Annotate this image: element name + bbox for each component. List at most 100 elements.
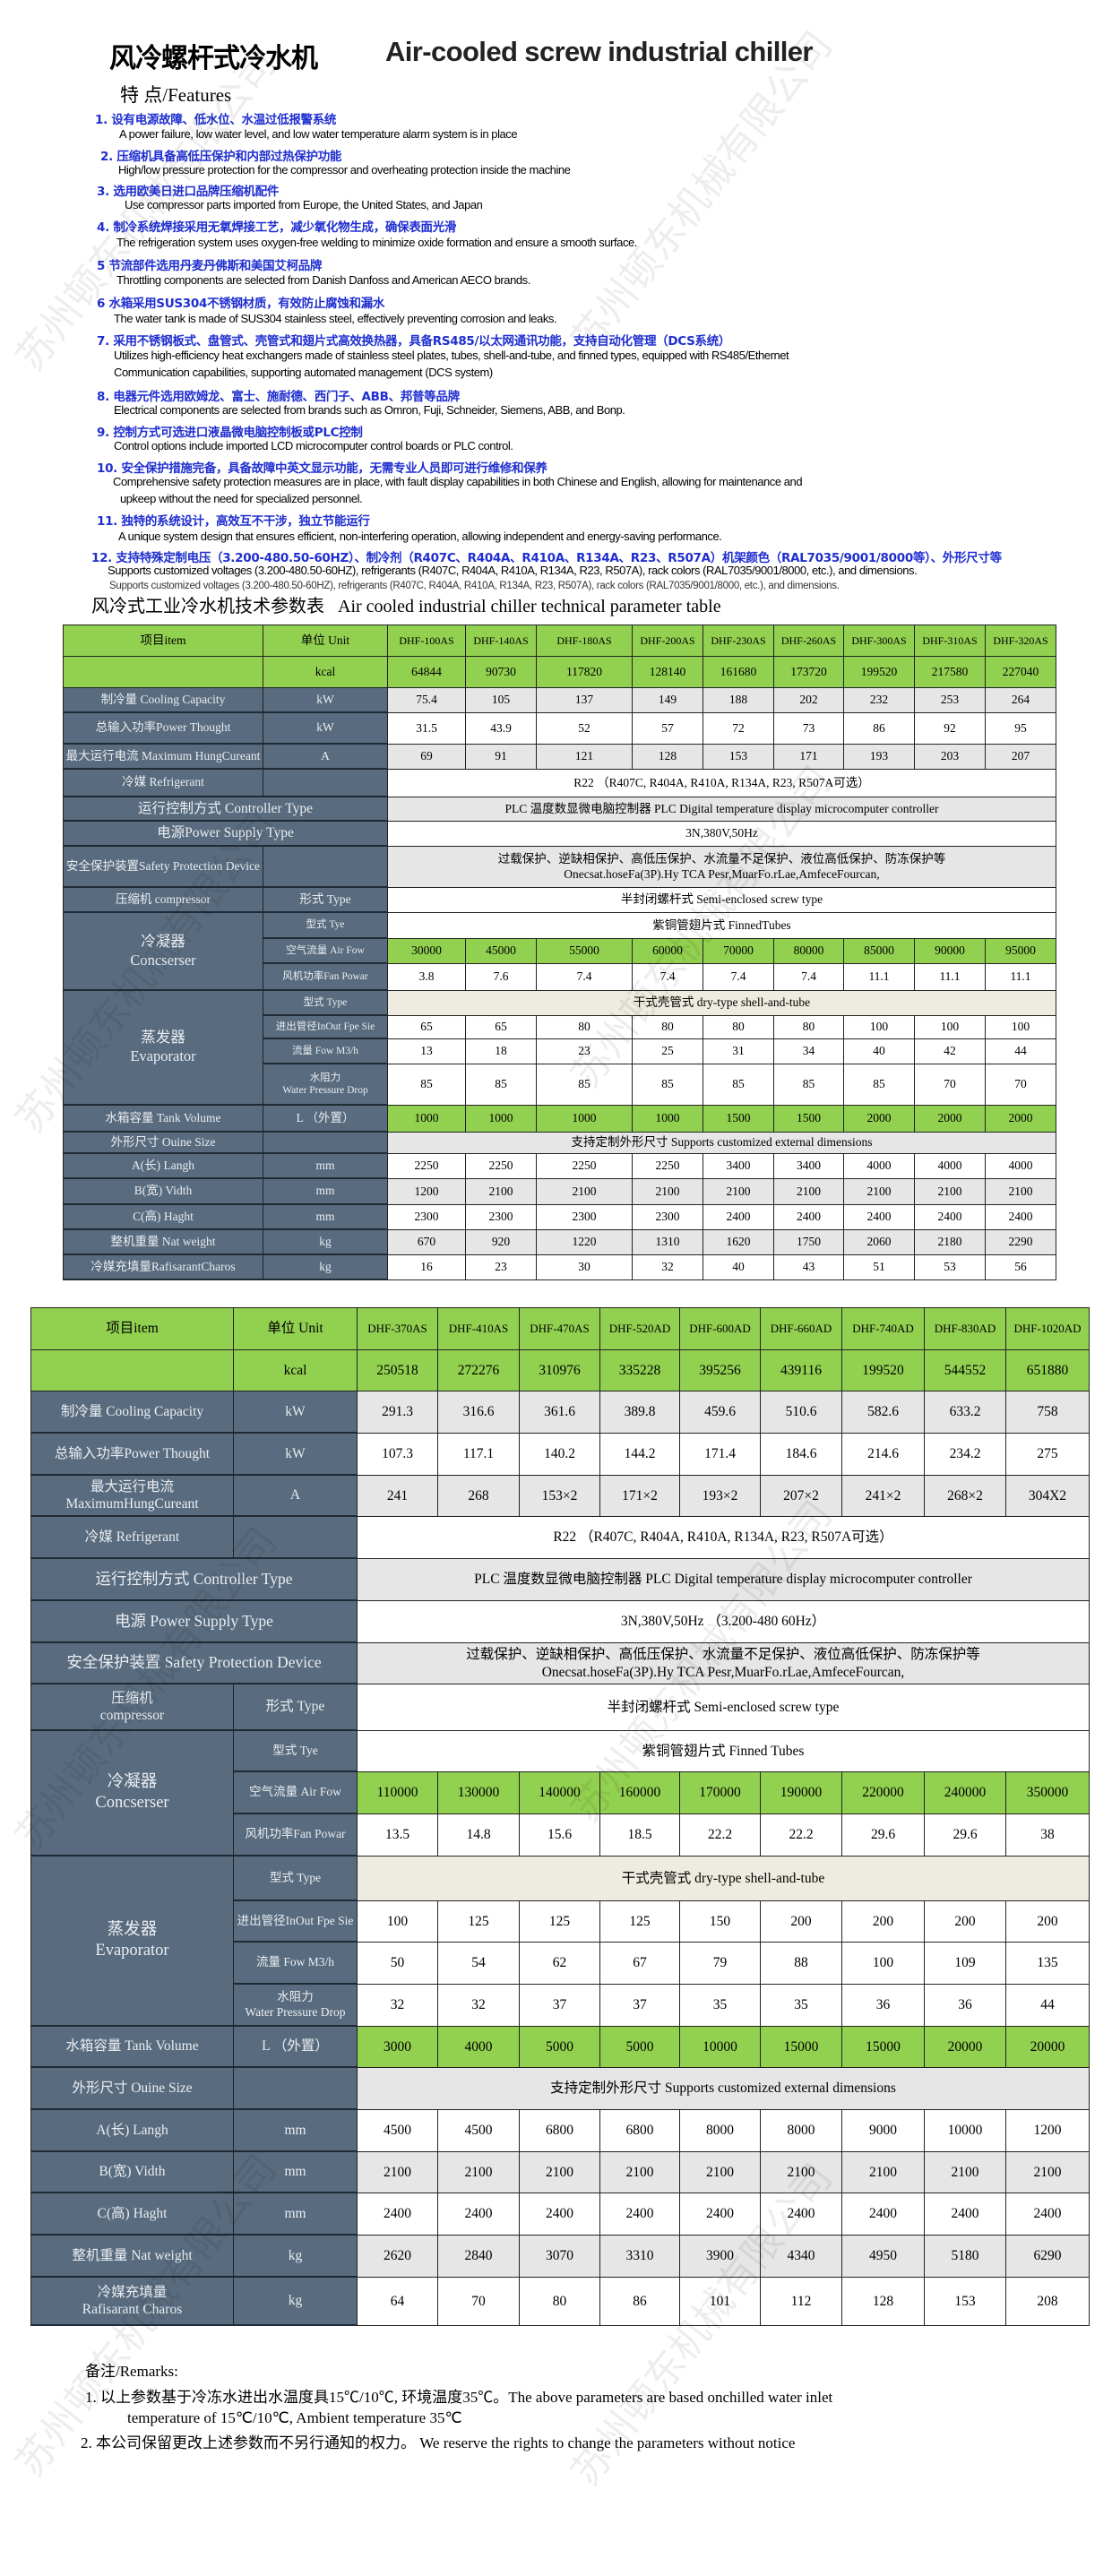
model-name: DHF-1020AD	[1006, 1308, 1090, 1350]
data-cell: 35	[680, 1985, 761, 2027]
data-cell: 29.6	[842, 1814, 925, 1857]
data-cell: 2400	[680, 2193, 761, 2236]
row-label: 安全保护装置Safety Protection Device	[64, 847, 263, 888]
data-cell: 2100	[842, 2152, 925, 2193]
row-label: 冷媒充填量RafisarantCharos	[64, 1255, 263, 1280]
data-cell: 459.6	[680, 1391, 761, 1434]
row-unit	[263, 1133, 388, 1154]
data-cell: 18	[466, 1039, 537, 1064]
row-label: 运行控制方式 Controller Type	[64, 797, 388, 822]
data-cell: 7.4	[537, 964, 633, 991]
data-cell: 57	[633, 713, 703, 745]
data-cell: 203	[915, 745, 986, 770]
sub-label: 型式 Tye	[263, 913, 388, 939]
data-cell: 2100	[1006, 2152, 1090, 2193]
data-cell: 2250	[633, 1154, 703, 1179]
feature-text-en: The refrigeration system uses oxygen-fre…	[116, 236, 637, 249]
data-cell: 208	[1006, 2278, 1090, 2326]
data-cell: 670	[388, 1230, 466, 1255]
data-cell: 86	[844, 713, 915, 745]
data-cell: 2100	[703, 1179, 774, 1205]
merged-data-cell: R22 （R407C, R404A, R410A, R134A, R23, R5…	[388, 770, 1056, 797]
data-cell: 11.1	[844, 964, 915, 991]
data-cell: 65	[388, 1016, 466, 1039]
sub-label: 空气流量 Air Fow	[263, 939, 388, 964]
data-cell: 149	[633, 688, 703, 713]
data-cell: 42	[915, 1039, 986, 1064]
data-cell: 10000	[925, 2110, 1006, 2152]
row-label: 水箱容量 Tank Volume	[64, 1106, 263, 1133]
merged-data-cell: 过载保护、逆缺相保护、高低压保护、水流量不足保护、液位高低保护、防冻保护等 On…	[358, 1643, 1090, 1684]
kcal-value: 90730	[466, 657, 537, 688]
data-cell: 18.5	[600, 1814, 680, 1857]
row-unit: L （外置）	[263, 1106, 388, 1133]
data-cell: 2100	[680, 2152, 761, 2193]
data-cell: 79	[680, 1943, 761, 1985]
data-cell: 80000	[774, 939, 844, 964]
feature-text-en: The water tank is made of SUS304 stainle…	[114, 312, 557, 325]
feature-text-en: Electrical components are selected from …	[114, 403, 625, 417]
data-cell: 2300	[633, 1205, 703, 1230]
remarks-title: 备注/Remarks:	[85, 2363, 178, 2380]
merged-data-cell: 紫铜管翅片式 FinnedTubes	[388, 913, 1056, 939]
data-cell: 44	[1006, 1985, 1090, 2027]
data-cell: 54	[438, 1943, 520, 1985]
data-cell: 3000	[358, 2027, 438, 2068]
row-label: 整机重量 Nat weight	[31, 2236, 234, 2278]
data-cell: 64	[358, 2278, 438, 2326]
model-name: DHF-300AS	[844, 625, 915, 657]
row-label: B(宽) Vidth	[31, 2152, 234, 2193]
data-cell: 193	[844, 745, 915, 770]
data-cell: 2290	[986, 1230, 1056, 1255]
data-cell: 193×2	[680, 1476, 761, 1517]
data-cell: 16	[388, 1255, 466, 1280]
data-cell: 2400	[844, 1205, 915, 1230]
data-cell: 128	[633, 745, 703, 770]
data-cell: 85000	[844, 939, 915, 964]
sub-label: 流量 Fow M3/h	[234, 1943, 358, 1985]
row-label: 外形尺寸 Ouine Size	[64, 1133, 263, 1154]
data-cell: 2400	[761, 2193, 842, 2236]
merged-data-cell: 过载保护、逆缺相保护、高低压保护、水流量不足保护、液位高低保护、防冻保护等 On…	[388, 847, 1056, 888]
row-unit: L （外置）	[234, 2027, 358, 2068]
data-cell: 316.6	[438, 1391, 520, 1434]
row-label: 运行控制方式 Controller Type	[31, 1559, 358, 1601]
data-cell: 2400	[358, 2193, 438, 2236]
row-unit: kg	[234, 2236, 358, 2278]
data-cell: 140000	[520, 1772, 600, 1814]
model-name: DHF-410AS	[438, 1308, 520, 1350]
header-item: 项目item	[64, 625, 263, 657]
data-cell: 73	[774, 713, 844, 745]
data-cell: 150	[680, 1901, 761, 1943]
data-cell: 3400	[703, 1154, 774, 1179]
data-cell: 1200	[388, 1179, 466, 1205]
kcal-value: 117820	[537, 657, 633, 688]
row-label: 水箱容量 Tank Volume	[31, 2027, 234, 2068]
data-cell: 107.3	[358, 1434, 438, 1476]
data-cell: 88	[761, 1943, 842, 1985]
row-label: 外形尺寸 Ouine Size	[31, 2068, 234, 2110]
kcal-value: 439116	[761, 1350, 842, 1391]
data-cell: 6290	[1006, 2236, 1090, 2278]
row-label: B(宽) Vidth	[64, 1179, 263, 1205]
model-name: DHF-740AD	[842, 1308, 925, 1350]
feature-heading-cn: 9. 控制方式可选进口液晶微电脑控制板或PLC控制	[97, 426, 363, 440]
feature-text-en: A power failure, low water level, and lo…	[119, 127, 518, 141]
data-cell: 43	[774, 1255, 844, 1280]
data-cell: 65	[466, 1016, 537, 1039]
sub-label: 型式 Type	[234, 1857, 358, 1901]
row-unit	[234, 2068, 358, 2110]
kcal-value: 199520	[842, 1350, 925, 1391]
data-cell: 14.8	[438, 1814, 520, 1857]
row-unit: kW	[234, 1434, 358, 1476]
feature-heading-cn: 7. 采用不锈钢板式、盘管式、壳管式和翅片式高效换热器，具备RS485/以太网通…	[97, 334, 731, 349]
data-cell: 6800	[600, 2110, 680, 2152]
data-cell: 1750	[774, 1230, 844, 1255]
data-cell: 2100	[986, 1179, 1056, 1205]
merged-data-cell: 支持定制外形尺寸 Supports customized external di…	[358, 2068, 1090, 2110]
row-label: 最大运行电流 MaximumHungCureant	[31, 1476, 234, 1517]
data-cell: 2400	[1006, 2193, 1090, 2236]
row-label: 制冷量 Cooling Capacity	[31, 1391, 234, 1434]
sub-label: 水阻力 Water Pressure Drop	[263, 1064, 388, 1106]
kcal-value: 335228	[600, 1350, 680, 1391]
